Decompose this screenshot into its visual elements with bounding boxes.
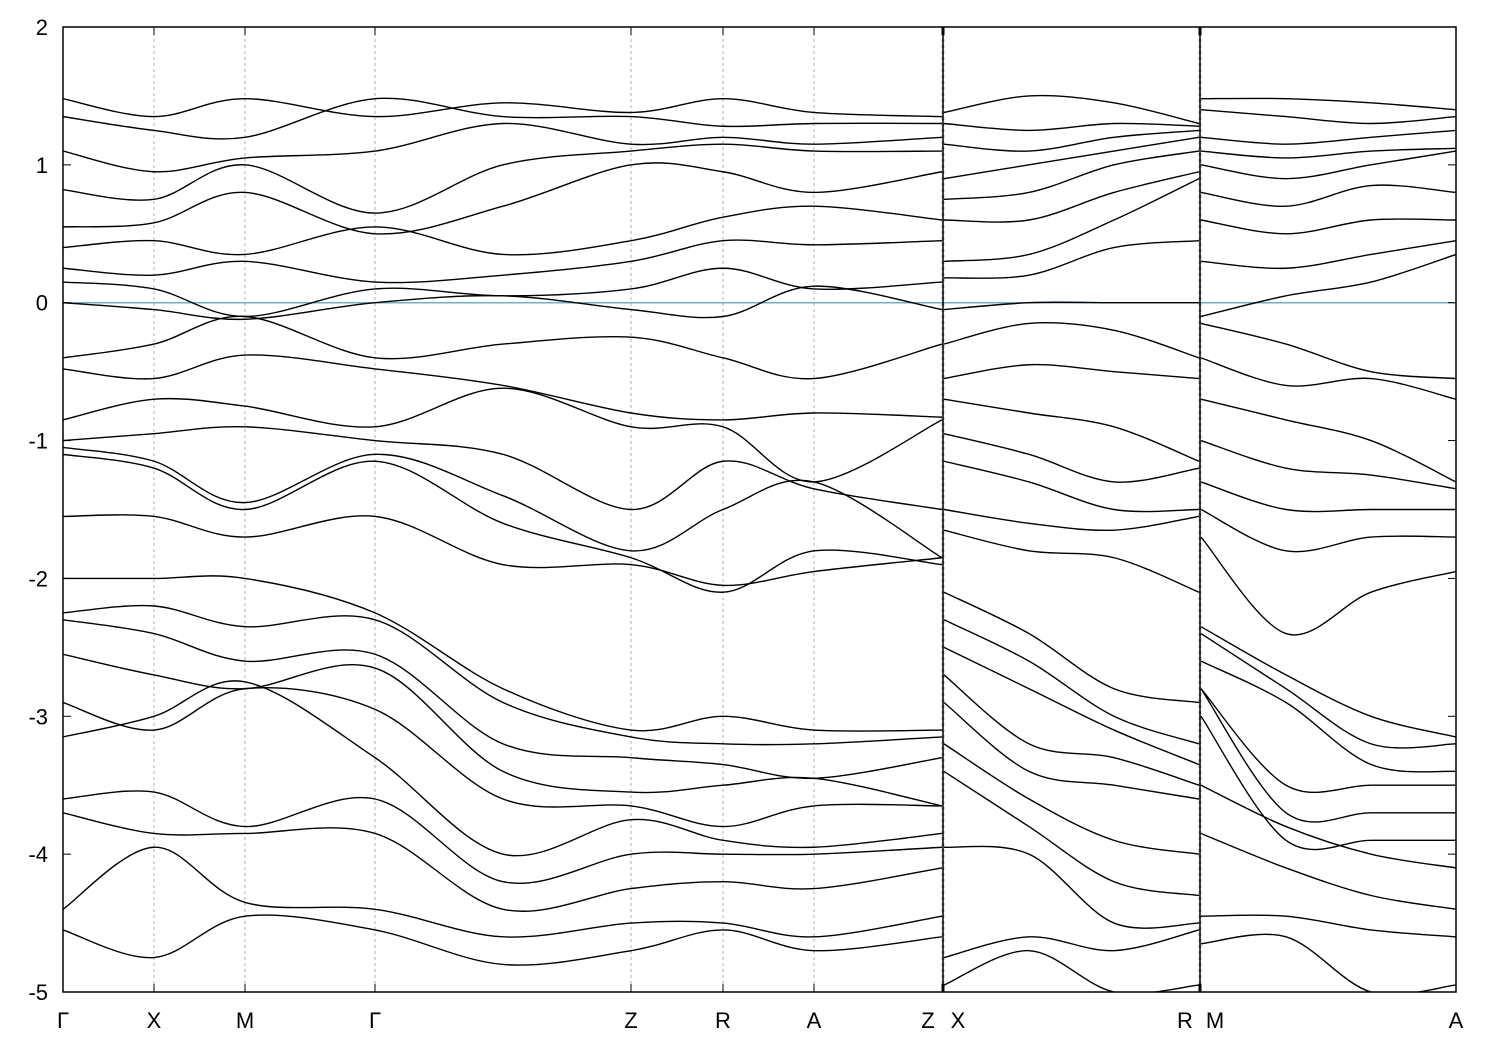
plot-frame — [62, 26, 1457, 993]
band-line — [63, 94, 1456, 125]
band-line — [63, 453, 1456, 593]
band-line — [63, 770, 1456, 897]
bands-layer — [63, 94, 1456, 992]
x-tick-label: Γ — [369, 1008, 381, 1033]
x-tick-label: R — [1177, 1008, 1193, 1033]
band-line — [63, 619, 1456, 780]
x-tick-label: X — [951, 1008, 966, 1033]
band-line — [63, 446, 1456, 559]
x-tick-label: Γ — [57, 1008, 69, 1033]
band-line — [63, 122, 1456, 173]
y-tick-label: -3 — [28, 704, 48, 729]
x-tick-label: A — [1449, 1008, 1464, 1033]
y-tick-label: -5 — [28, 980, 48, 1005]
band-line — [63, 354, 1456, 421]
band-line — [63, 812, 1456, 929]
x-tick-label: M — [236, 1008, 254, 1033]
band-line — [63, 253, 1456, 321]
x-tick-label: R — [715, 1008, 731, 1033]
y-tick-label: -1 — [28, 429, 48, 454]
band-line — [63, 680, 1456, 857]
x-tick-label: Z — [624, 1008, 637, 1033]
y-tick-label: 2 — [36, 15, 48, 40]
band-line — [63, 846, 1456, 959]
y-tick-label: 0 — [36, 291, 48, 316]
band-line — [63, 150, 1456, 235]
band-line — [63, 178, 1456, 284]
y-tick-label: -4 — [28, 842, 48, 867]
band-line — [63, 687, 1456, 828]
band-line — [63, 653, 1456, 807]
x-tick-label: Z — [921, 1008, 934, 1033]
band-line — [63, 97, 1456, 140]
band-line — [63, 575, 1456, 738]
band-line — [63, 136, 1456, 214]
band-line — [63, 514, 1456, 636]
band-line — [63, 425, 1456, 511]
y-tick-label: -2 — [28, 566, 48, 591]
band-line — [63, 604, 1456, 749]
y-tick-label: 1 — [36, 153, 48, 178]
band-line — [63, 914, 1456, 992]
band-line — [63, 387, 1456, 483]
band-line — [63, 171, 1456, 256]
x-tick-label: X — [147, 1008, 162, 1033]
x-tick-label: A — [807, 1008, 822, 1033]
band-line — [63, 315, 1456, 380]
x-tick-label: M — [1206, 1008, 1224, 1033]
